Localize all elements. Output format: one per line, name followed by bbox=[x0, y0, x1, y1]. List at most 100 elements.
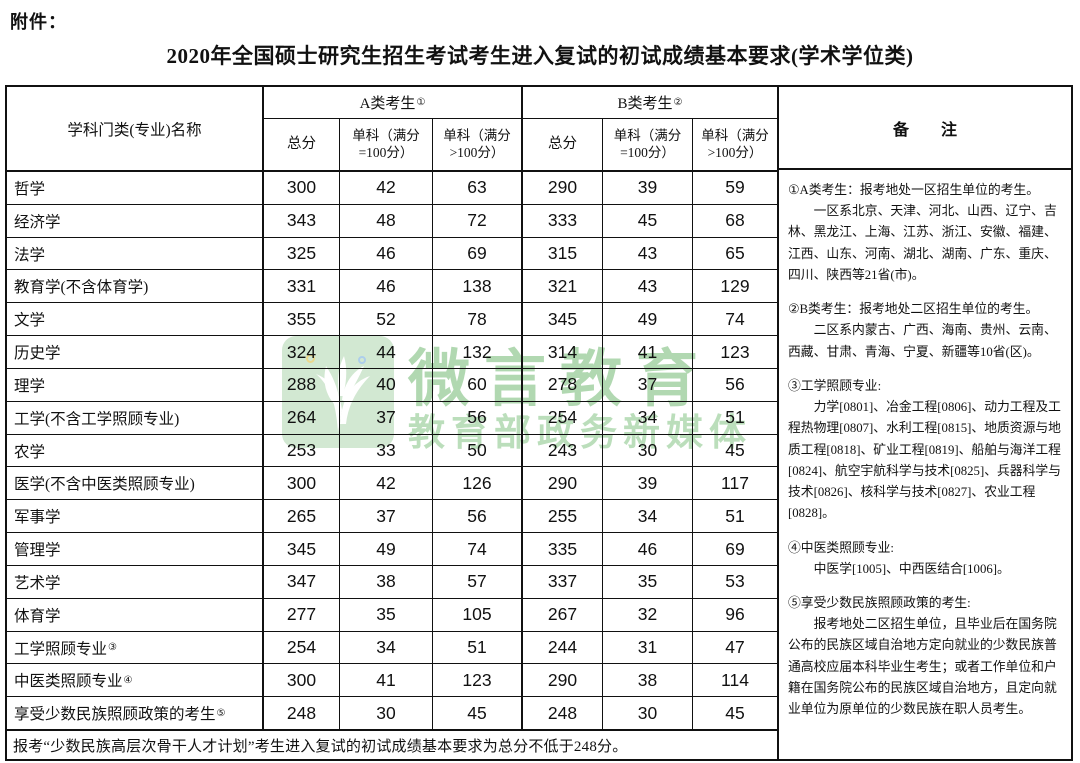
header-line: >100分） bbox=[707, 144, 763, 160]
a-total-value: 248 bbox=[262, 697, 339, 730]
b-total-value: 254 bbox=[521, 401, 602, 434]
b-single100-value: 45 bbox=[602, 204, 692, 237]
a-single100-value: 48 bbox=[339, 204, 432, 237]
b-single-over100-value: 51 bbox=[692, 500, 777, 533]
subject-name: 历史学 bbox=[14, 345, 61, 363]
b-single-over100-value: 129 bbox=[692, 270, 777, 303]
a-total-value: 343 bbox=[262, 204, 339, 237]
table-row: 经济学 343 48 72 333 45 68 bbox=[7, 203, 777, 237]
a-single-over100-value: 138 bbox=[432, 270, 521, 303]
a-total-value: 265 bbox=[262, 500, 339, 533]
row-label: 享受少数民族照顾政策的考生 ⑤ bbox=[7, 697, 262, 729]
subject-name: 教育学(不含体育学) bbox=[14, 279, 149, 297]
b-single100-value: 41 bbox=[602, 336, 692, 368]
row-label: 理学 bbox=[7, 369, 262, 401]
table-header: 学科门类(专业)名称 A类考生 ① B类考生 ② 总分 单科（满分 =100分） 单… bbox=[7, 87, 777, 172]
group-b-footnote-mark: ② bbox=[673, 97, 683, 108]
a-single100-value: 41 bbox=[339, 664, 432, 697]
a-single100-value: 34 bbox=[339, 631, 432, 664]
header-line: =100分） bbox=[620, 144, 675, 160]
b-single100-value: 30 bbox=[602, 434, 692, 467]
b-single-over100-value: 56 bbox=[692, 368, 777, 401]
a-single-over100-value: 51 bbox=[432, 631, 521, 664]
b-single100-value: 39 bbox=[602, 172, 692, 204]
table-row: 中医类照顾专业 ④ 300 41 123 290 38 114 bbox=[7, 663, 777, 697]
confetti-dot-icon bbox=[358, 356, 366, 364]
a-total-value: 277 bbox=[262, 598, 339, 631]
row-label: 法学 bbox=[7, 238, 262, 270]
a-single100-value: 40 bbox=[339, 368, 432, 401]
subject-name: 理学 bbox=[14, 377, 46, 395]
column-group-a: A类考生 ① bbox=[262, 87, 521, 118]
table-row: 法学 325 46 69 315 43 65 bbox=[7, 236, 777, 270]
remark-paragraph: ④中医类照顾专业: 中医学[1005]、中西医结合[1006]。 bbox=[788, 538, 1063, 580]
group-b-label: B类考生 bbox=[617, 96, 673, 112]
table-row: 体育学 277 35 105 267 32 96 bbox=[7, 597, 777, 631]
row-label: 文学 bbox=[7, 303, 262, 335]
remark-text: 二区系内蒙古、广西、海南、贵州、云南、西藏、甘肃、青海、宁夏、新疆等10省(区)… bbox=[788, 323, 1057, 359]
a-single-over100-value: 78 bbox=[432, 303, 521, 336]
table-row: 历史学 324 44 132 314 41 123 bbox=[7, 335, 777, 368]
a-single-over100-value: 69 bbox=[432, 237, 521, 270]
a-single-over100-value: 50 bbox=[432, 434, 521, 467]
b-single100-value: 46 bbox=[602, 533, 692, 565]
a-single-over100-value: 57 bbox=[432, 565, 521, 598]
b-single100-value: 35 bbox=[602, 565, 692, 598]
a-single100-value: 46 bbox=[339, 237, 432, 270]
watermark: 微言教育 教育部政务新媒体 bbox=[280, 330, 780, 460]
a-total-value: 331 bbox=[262, 270, 339, 303]
b-total-value: 267 bbox=[521, 598, 602, 631]
subject-name: 中医类照顾专业 bbox=[14, 673, 123, 691]
row-label: 工学(不含工学照顾专业) bbox=[7, 402, 262, 434]
subject-name: 法学 bbox=[14, 246, 46, 264]
b-single100-value: 34 bbox=[602, 401, 692, 434]
remark-heading: ④中医类照顾专业: bbox=[788, 540, 894, 555]
a-total-value: 355 bbox=[262, 303, 339, 336]
b-single-over100-value: 69 bbox=[692, 533, 777, 565]
a-single100-value: 46 bbox=[339, 270, 432, 303]
row-label: 医学(不含中医类照顾专业) bbox=[7, 467, 262, 499]
b-total-value: 337 bbox=[521, 565, 602, 598]
row-label: 历史学 bbox=[7, 336, 262, 368]
score-table-left: 学科门类(专业)名称 A类考生 ① B类考生 ② 总分 单科（满分 =100分） 单… bbox=[7, 87, 777, 759]
remark-text: 力学[0801]、冶金工程[0806]、动力工程及工程热物理[0807]、水利工… bbox=[788, 400, 1061, 521]
header-line: 单科（满分 bbox=[443, 127, 511, 143]
table-row: 医学(不含中医类照顾专业) 300 42 126 290 39 117 bbox=[7, 466, 777, 500]
subject-name: 体育学 bbox=[14, 607, 61, 625]
remark-text: 报考地处二区招生单位，且毕业后在国务院公布的民族区域自治地方定向就业的少数民族普… bbox=[788, 617, 1057, 717]
table-footer-note: 报考“少数民族高层次骨干人才计划”考生进入复试的初试成绩基本要求为总分不低于24… bbox=[7, 729, 777, 759]
a-single100-value: 37 bbox=[339, 401, 432, 434]
header-line: =100分） bbox=[358, 144, 414, 160]
b-single-over100-value: 51 bbox=[692, 401, 777, 434]
subject-name: 享受少数民族照顾政策的考生 bbox=[14, 706, 216, 724]
a-single100-value: 42 bbox=[339, 467, 432, 500]
a-total-value: 253 bbox=[262, 434, 339, 467]
b-single-over100-value: 74 bbox=[692, 303, 777, 336]
a-total-value: 300 bbox=[262, 467, 339, 500]
row-label: 管理学 bbox=[7, 533, 262, 565]
column-header-b-single-over100: 单科（满分 >100分） bbox=[692, 118, 777, 170]
b-total-value: 290 bbox=[521, 172, 602, 204]
subject-name: 经济学 bbox=[14, 213, 61, 231]
remark-paragraph: ①A类考生：报考地处一区招生单位的考生。 一区系北京、天津、河北、山西、辽宁、吉… bbox=[788, 180, 1063, 286]
b-single-over100-value: 45 bbox=[692, 434, 777, 467]
b-total-value: 315 bbox=[521, 237, 602, 270]
a-total-value: 347 bbox=[262, 565, 339, 598]
b-total-value: 333 bbox=[521, 204, 602, 237]
confetti-dot-icon bbox=[306, 354, 315, 363]
a-total-value: 300 bbox=[262, 664, 339, 697]
remark-heading: ③工学照顾专业: bbox=[788, 378, 882, 393]
b-single-over100-value: 53 bbox=[692, 565, 777, 598]
watermark-brand-text: 微言教育 bbox=[408, 346, 713, 414]
column-header-b-single100: 单科（满分 =100分） bbox=[602, 118, 692, 170]
b-single-over100-value: 47 bbox=[692, 631, 777, 664]
table-row: 农学 253 33 50 243 30 45 bbox=[7, 433, 777, 467]
a-total-value: 345 bbox=[262, 533, 339, 565]
subject-name: 哲学 bbox=[14, 180, 46, 198]
table-row: 哲学 300 42 63 290 39 59 bbox=[7, 172, 777, 204]
remark-paragraph: ②B类考生：报考地处二区招生单位的考生。 二区系内蒙古、广西、海南、贵州、云南、… bbox=[788, 299, 1063, 363]
subject-name: 农学 bbox=[14, 443, 46, 461]
row-label: 哲学 bbox=[7, 172, 262, 204]
attachment-label: 附件： bbox=[10, 12, 67, 32]
a-single100-value: 33 bbox=[339, 434, 432, 467]
